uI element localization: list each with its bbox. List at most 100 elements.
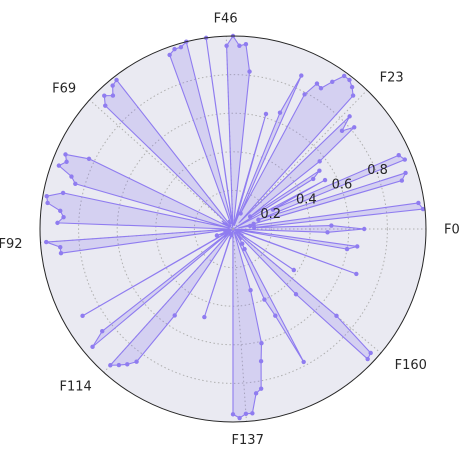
data-point-f7 <box>251 221 256 227</box>
data-point-f84 <box>60 190 66 196</box>
data-point-f86 <box>45 200 50 206</box>
data-point-f150 <box>242 246 247 252</box>
data-point-f12 <box>396 153 401 158</box>
data-point-f1 <box>329 223 334 228</box>
data-point-f67 <box>102 93 107 98</box>
data-point-f101 <box>214 233 220 238</box>
radial-gridline-0.6 <box>116 112 350 346</box>
data-point-f160 <box>334 313 339 319</box>
data-point-f18 <box>247 214 253 219</box>
data-point-f170 <box>354 271 359 277</box>
angular-label-f114: F114 <box>60 379 92 394</box>
data-point-f117 <box>134 359 139 364</box>
angular-label-f92: F92 <box>0 237 23 252</box>
data-point-f158 <box>365 356 370 362</box>
data-point-f65 <box>110 83 115 88</box>
data-point-f148 <box>273 313 278 318</box>
data-point-f151 <box>240 241 245 246</box>
data-point-f163 <box>291 267 296 273</box>
data-point-f138 <box>250 411 255 416</box>
data-point-f93 <box>58 244 63 250</box>
data-point-f135 <box>230 412 236 417</box>
data-point-f34 <box>277 110 283 115</box>
data-point-f4 <box>416 200 421 206</box>
data-point-f81 <box>69 174 74 179</box>
angular-gridline-f69 <box>89 99 234 230</box>
angular-label-f46: F46 <box>214 12 238 27</box>
data-point-f64 <box>114 77 119 83</box>
data-point-f175 <box>344 246 350 252</box>
data-point-f80 <box>56 163 62 168</box>
data-point-f3 <box>420 206 426 212</box>
angular-label-f137: F137 <box>232 433 264 448</box>
data-point-f77 <box>86 156 92 161</box>
data-point-f14 <box>322 177 328 183</box>
data-point-f88 <box>61 214 66 220</box>
radial-label-0.6: 0.6 <box>332 178 353 193</box>
data-point-f179 <box>325 230 330 235</box>
data-point-f114 <box>108 363 113 368</box>
angular-gridline-f23 <box>232 89 368 230</box>
data-point-f136 <box>237 415 242 421</box>
data-point-f27 <box>341 73 347 79</box>
data-point-f13 <box>270 207 276 212</box>
angular-label-f23: F23 <box>380 71 404 86</box>
radial-label-0.4: 0.4 <box>296 193 317 208</box>
data-point-f176 <box>355 244 360 249</box>
data-point-f9 <box>403 170 408 176</box>
data-point-f141 <box>258 358 264 364</box>
data-point-f92 <box>44 239 49 245</box>
data-point-f118 <box>172 313 177 318</box>
data-point-f87 <box>58 208 63 214</box>
data-point-f26 <box>347 77 352 83</box>
data-point-f147 <box>262 297 267 302</box>
data-point-f159 <box>368 350 373 356</box>
data-point-f16 <box>311 176 316 182</box>
data-point-f32 <box>238 211 243 216</box>
data-point-f8 <box>399 178 405 183</box>
angular-gridline-f137 <box>232 228 247 422</box>
radial-gridline-0.8 <box>78 74 388 384</box>
data-point-f94 <box>58 250 64 256</box>
angular-label-f160: F160 <box>395 358 427 373</box>
data-point-f54 <box>172 46 177 52</box>
data-point-f89 <box>55 220 60 226</box>
data-point-f143 <box>248 288 253 293</box>
data-point-f21 <box>339 128 345 134</box>
data-point-f5 <box>247 223 253 229</box>
data-point-f149 <box>301 359 306 365</box>
data-point-f79 <box>64 159 69 164</box>
data-point-f142 <box>259 341 264 346</box>
data-point-f55 <box>167 52 172 58</box>
data-point-f140 <box>258 386 264 391</box>
data-point-f68 <box>103 103 108 108</box>
data-point-f85 <box>44 193 49 199</box>
data-point-f115 <box>116 362 122 368</box>
data-point-f46 <box>224 43 229 48</box>
data-point-f82 <box>73 181 78 186</box>
data-point-f31 <box>302 92 307 97</box>
data-point-f109 <box>100 328 105 334</box>
data-point-f42 <box>247 69 252 74</box>
plot-frame <box>39 35 427 423</box>
data-point-f78 <box>63 152 68 157</box>
data-point-f157 <box>293 292 299 297</box>
data-point-f17 <box>317 168 322 173</box>
data-point-f11 <box>402 157 407 162</box>
data-point-f28 <box>330 79 335 85</box>
data-point-f29 <box>318 86 324 91</box>
data-point-f137 <box>243 411 249 417</box>
data-series <box>44 33 426 421</box>
data-point-f139 <box>253 391 259 396</box>
data-point-f126 <box>202 314 207 320</box>
radial-label-0.8: 0.8 <box>367 163 388 178</box>
data-point-f30 <box>314 81 320 86</box>
data-point-f66 <box>110 93 116 98</box>
data-point-f2 <box>251 225 257 230</box>
data-point-f105 <box>80 313 85 319</box>
data-point-f22 <box>347 114 352 119</box>
data-point-f20 <box>352 125 357 130</box>
angular-label-f0: F0 <box>444 223 460 238</box>
angular-tick-labels: F0 F23 F46 F69 F92 F114 F137 F160 <box>0 12 460 448</box>
data-point-f24 <box>350 93 356 98</box>
